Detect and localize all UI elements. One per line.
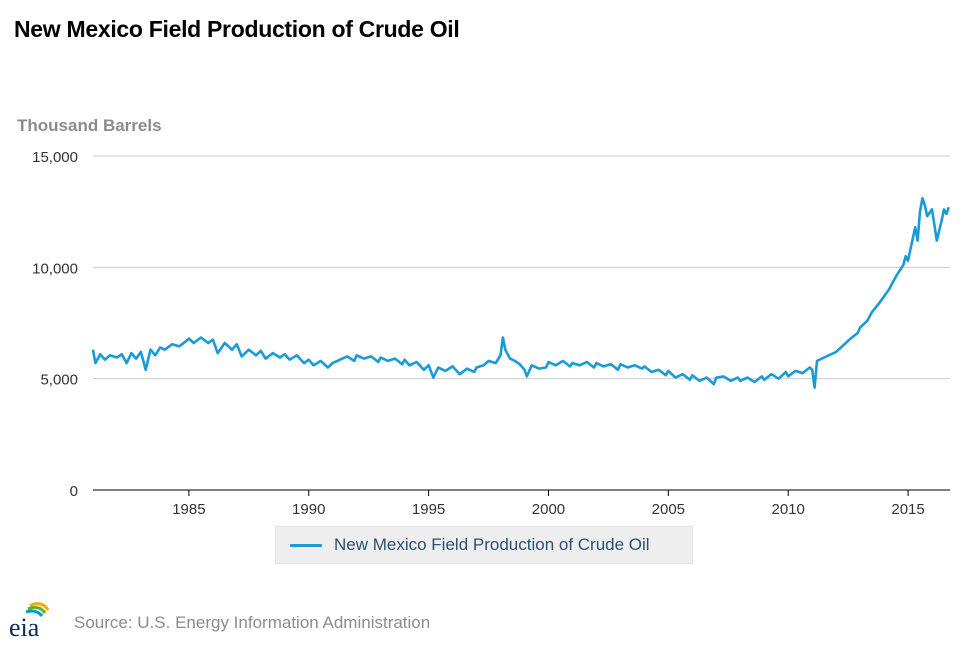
y-tick-label: 5,000: [40, 372, 78, 389]
x-tick-label: 2015: [891, 501, 924, 518]
x-tick-label: 2005: [652, 501, 685, 518]
series-line: [91, 197, 951, 389]
x-tick-label: 1995: [412, 501, 445, 518]
y-tick-label: 10,000: [32, 260, 78, 277]
x-tick-label: 2010: [772, 501, 805, 518]
y-tick-label: 0: [70, 483, 78, 500]
legend-label: New Mexico Field Production of Crude Oil: [334, 535, 650, 554]
y-tick-label: 15,000: [32, 149, 78, 166]
legend[interactable]: New Mexico Field Production of Crude Oil: [275, 526, 693, 564]
eia-logo-icon[interactable]: eia: [6, 600, 62, 642]
x-tick-label: 1990: [292, 501, 325, 518]
footer: eia Source: U.S. Energy Information Admi…: [6, 600, 431, 642]
line-chart: 0 5,000 10,000 15,000 1985 1990 1995 2000 2005 20…: [32, 149, 951, 518]
legend-swatch: [290, 543, 322, 547]
eia-logo-text: eia: [9, 613, 40, 640]
x-tick-label: 1985: [172, 501, 205, 518]
chart-title: New Mexico Field Production of Crude Oil: [14, 16, 460, 42]
source-note: Source: U.S. Energy Information Administ…: [74, 613, 431, 632]
x-tick-label: 2000: [532, 501, 565, 518]
y-axis-unit-label: Thousand Barrels: [17, 116, 162, 135]
